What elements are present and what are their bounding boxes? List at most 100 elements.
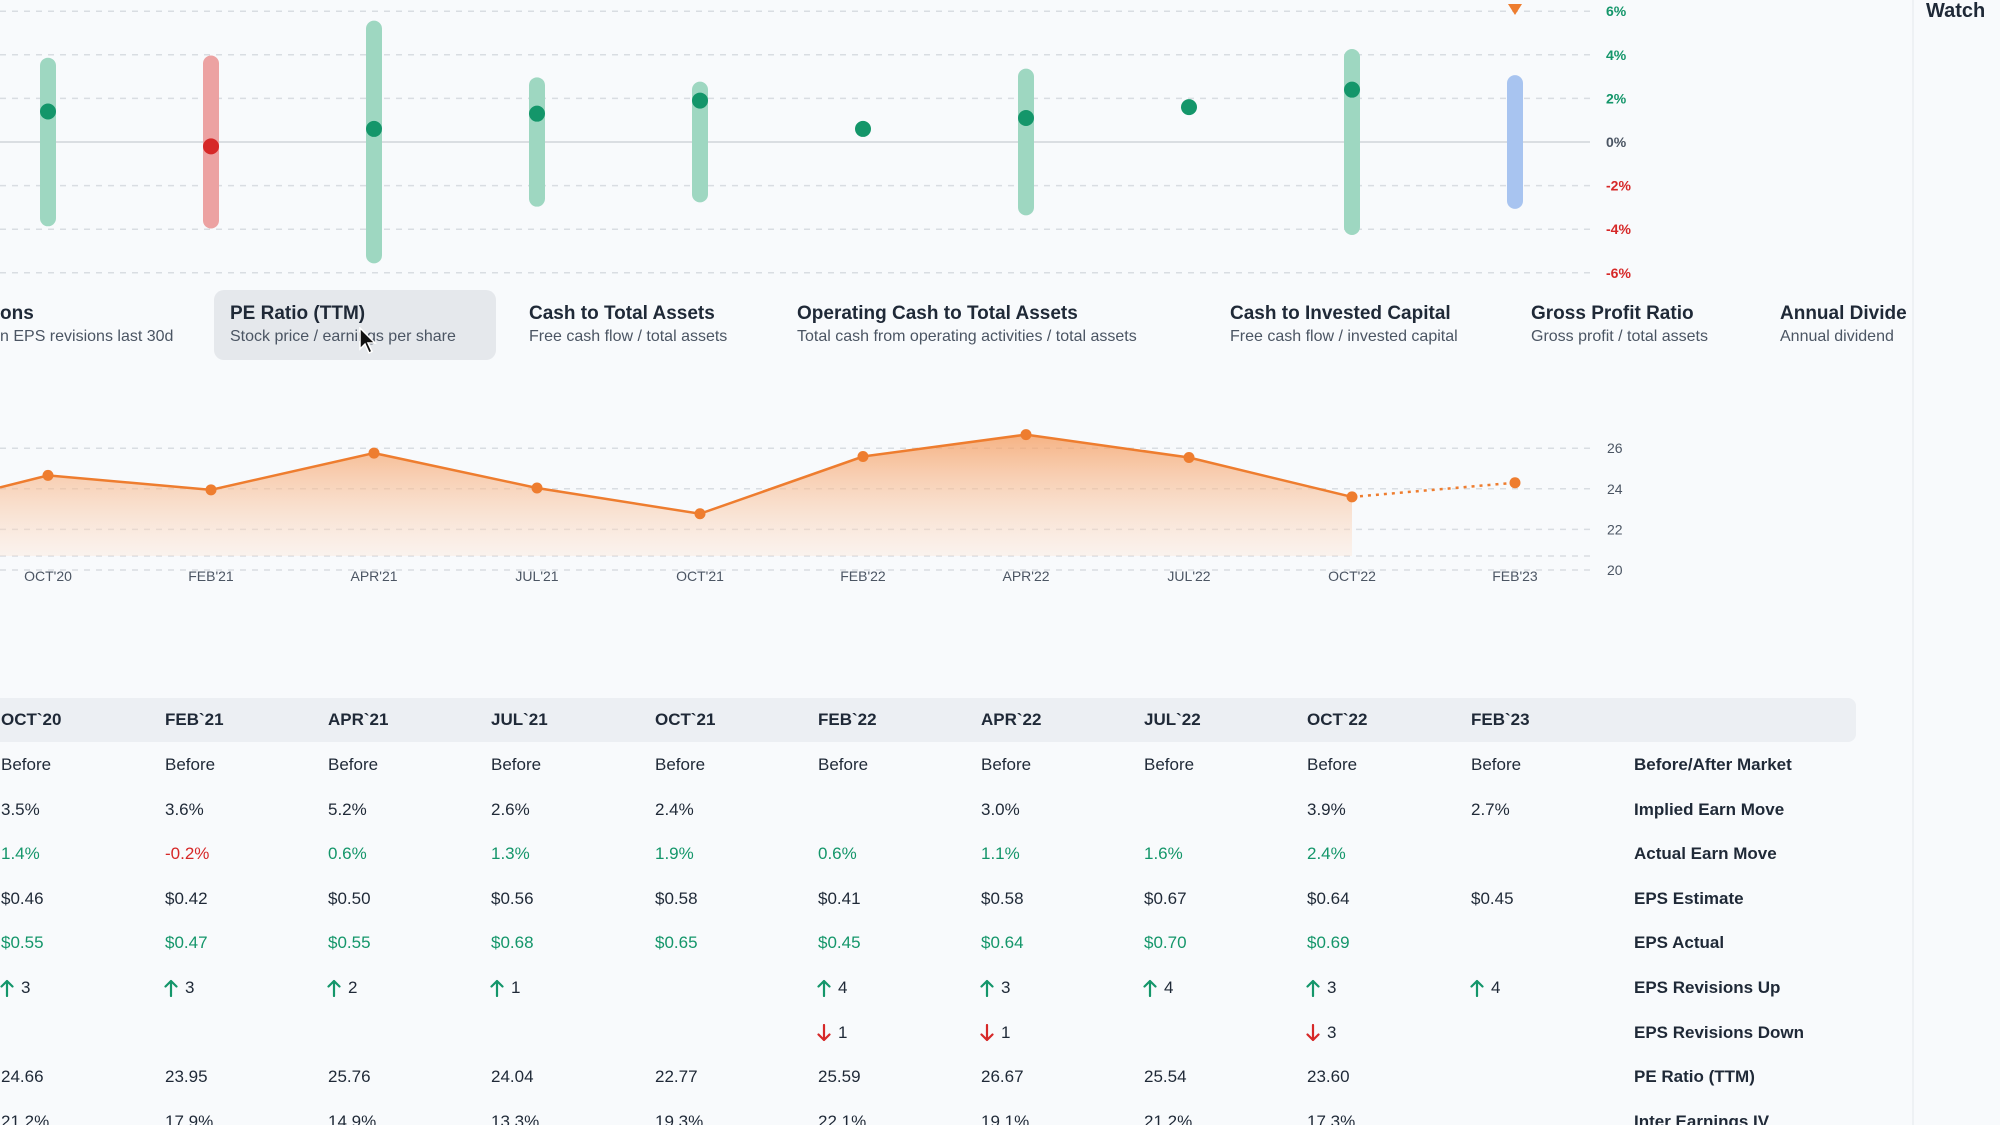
table-cell: $0.50 <box>328 888 371 908</box>
table-cell: 3 <box>1327 978 1337 997</box>
metric-tab[interactable]: Operating Cash to Total Assets Total cash… <box>781 290 1153 360</box>
arrow-up-icon <box>1143 979 1157 997</box>
metric-tab-title: PE Ratio (TTM) <box>230 303 366 324</box>
metric-tab[interactable]: Cash to Total Assets Free cash flow / tot… <box>513 290 743 360</box>
pe-ratio-point <box>42 469 54 481</box>
table-row-label: Actual Earn Move <box>1634 844 1777 864</box>
table-cell: 3.9% <box>1307 799 1346 819</box>
table-cell: 1.1% <box>981 844 1020 864</box>
table-cell: Before <box>981 755 1032 774</box>
x-tick-label: APR'21 <box>350 568 397 584</box>
table-cell: Before <box>165 755 216 774</box>
arrow-down-icon <box>817 1023 831 1041</box>
table-cell: Before <box>1144 755 1195 774</box>
metric-tab-title: Cash to Total Assets <box>529 303 715 324</box>
metric-tab-subtitle: Free cash flow / total assets <box>529 328 728 345</box>
table-cell: $0.55 <box>1 933 44 953</box>
table-cell: $0.69 <box>1307 933 1350 953</box>
metric-tab-subtitle: Free cash flow / invested capital <box>1230 328 1458 345</box>
table-cell: 26.67 <box>981 1067 1024 1087</box>
x-tick-label: FEB'22 <box>840 568 886 584</box>
table-cell: $0.41 <box>818 888 861 908</box>
metric-tab[interactable]: ons n EPS revisions last 30d <box>0 290 189 360</box>
table-cell: Before <box>1 755 52 774</box>
metric-tab[interactable]: Gross Profit Ratio Gross profit / total a… <box>1515 290 1724 360</box>
y-tick-label: -4% <box>1606 221 1631 237</box>
table-row-label: PE Ratio (TTM) <box>1634 1067 1755 1087</box>
table-cell: 24.66 <box>1 1067 44 1087</box>
table-cell: 2.7% <box>1471 799 1510 819</box>
arrow-up-icon <box>1470 979 1484 997</box>
table-cell: 3 <box>185 978 195 997</box>
pe-ratio-point <box>1020 429 1032 441</box>
arrow-up-icon <box>164 979 178 997</box>
y-tick-label: -2% <box>1606 178 1631 194</box>
table-cell: 1 <box>838 1022 848 1042</box>
table-cell: $0.45 <box>1471 888 1514 908</box>
table-cell: 3.5% <box>1 799 40 819</box>
arrow-down-icon <box>1306 1023 1320 1041</box>
table-cell: 25.76 <box>328 1067 371 1087</box>
table-cell: $0.46 <box>1 888 44 908</box>
table-cell: 3 <box>1327 1022 1337 1042</box>
table-cell: 25.54 <box>1144 1067 1187 1087</box>
table-cell: 3 <box>1001 978 1011 997</box>
table-row-label: EPS Revisions Up <box>1634 978 1781 997</box>
table-cell: 4 <box>1164 978 1174 997</box>
right-panel: Watch <box>1912 0 2000 1125</box>
metric-tab[interactable]: Cash to Invested Capital Free cash flow /… <box>1214 290 1474 360</box>
actual-move-dot <box>40 103 56 120</box>
metric-tab[interactable]: PE Ratio (TTM) Stock price / earnings per… <box>214 290 496 360</box>
metric-tab-title: Annual Divide <box>1780 303 1907 324</box>
metric-tab-title: Cash to Invested Capital <box>1230 303 1451 324</box>
y-tick-label: 2% <box>1606 90 1627 106</box>
actual-move-dot <box>366 120 382 137</box>
table-cell: 22.77 <box>655 1067 698 1087</box>
table-cell: 19.3% <box>655 1111 704 1125</box>
y-tick-label: 4% <box>1606 47 1627 63</box>
table-cell: 1.4% <box>1 844 40 864</box>
table-cell: Before <box>655 755 706 774</box>
table-cell: 1 <box>511 978 521 997</box>
table-cell: $0.64 <box>1307 888 1350 908</box>
x-tick-label: JUL'22 <box>1167 568 1210 584</box>
actual-move-dot <box>529 105 545 122</box>
table-column-header: JUL`21 <box>491 710 548 729</box>
metric-tab-title: Gross Profit Ratio <box>1531 303 1694 324</box>
table-cell: 2 <box>348 978 358 997</box>
table-cell: $0.58 <box>981 888 1024 908</box>
table-cell: 14.9% <box>328 1111 377 1125</box>
watch-button[interactable]: Watch <box>1926 0 1986 22</box>
table-cell: 4 <box>838 978 848 997</box>
y-tick-label: 0% <box>1606 134 1627 150</box>
table-cell: Before <box>328 755 379 774</box>
mouse-cursor <box>359 327 377 355</box>
pe-ratio-point <box>1183 452 1195 464</box>
pe-ratio-point <box>857 451 869 463</box>
actual-move-dot <box>692 92 708 109</box>
table-cell: 23.95 <box>165 1067 208 1087</box>
pe-ratio-point <box>694 508 706 520</box>
actual-move-dot <box>203 138 219 155</box>
table-cell: 1 <box>1001 1022 1011 1042</box>
actual-move-dot <box>855 120 871 137</box>
table-cell: $0.64 <box>981 933 1024 953</box>
actual-move-dot <box>1181 99 1197 116</box>
arrow-up-icon <box>327 979 341 997</box>
table-cell: $0.56 <box>491 888 534 908</box>
metric-tab[interactable]: Annual Divide Annual dividend <box>1764 290 1912 360</box>
metric-tab-subtitle: n EPS revisions last 30d <box>0 328 174 345</box>
x-tick-label: FEB'23 <box>1492 568 1538 584</box>
table-row-label: EPS Actual <box>1634 933 1725 953</box>
table-cell: 17.9% <box>165 1111 214 1125</box>
pe-ratio-area <box>0 434 1352 556</box>
table-row-label: EPS Estimate <box>1634 888 1744 908</box>
y-tick-label: 6% <box>1606 3 1627 19</box>
table-cell: 2.4% <box>655 799 694 819</box>
table-cell: 0.6% <box>818 844 857 864</box>
table-cell: -0.2% <box>165 844 210 864</box>
x-tick-label: OCT'22 <box>1328 568 1376 584</box>
arrow-up-icon <box>817 979 831 997</box>
metric-tab-subtitle: Annual dividend <box>1780 328 1894 345</box>
pe-ratio-chart: 26 24 22 20 OCT'20 FEB'21 APR'21 JUL'21 OCT'21 FE… <box>0 429 1623 584</box>
